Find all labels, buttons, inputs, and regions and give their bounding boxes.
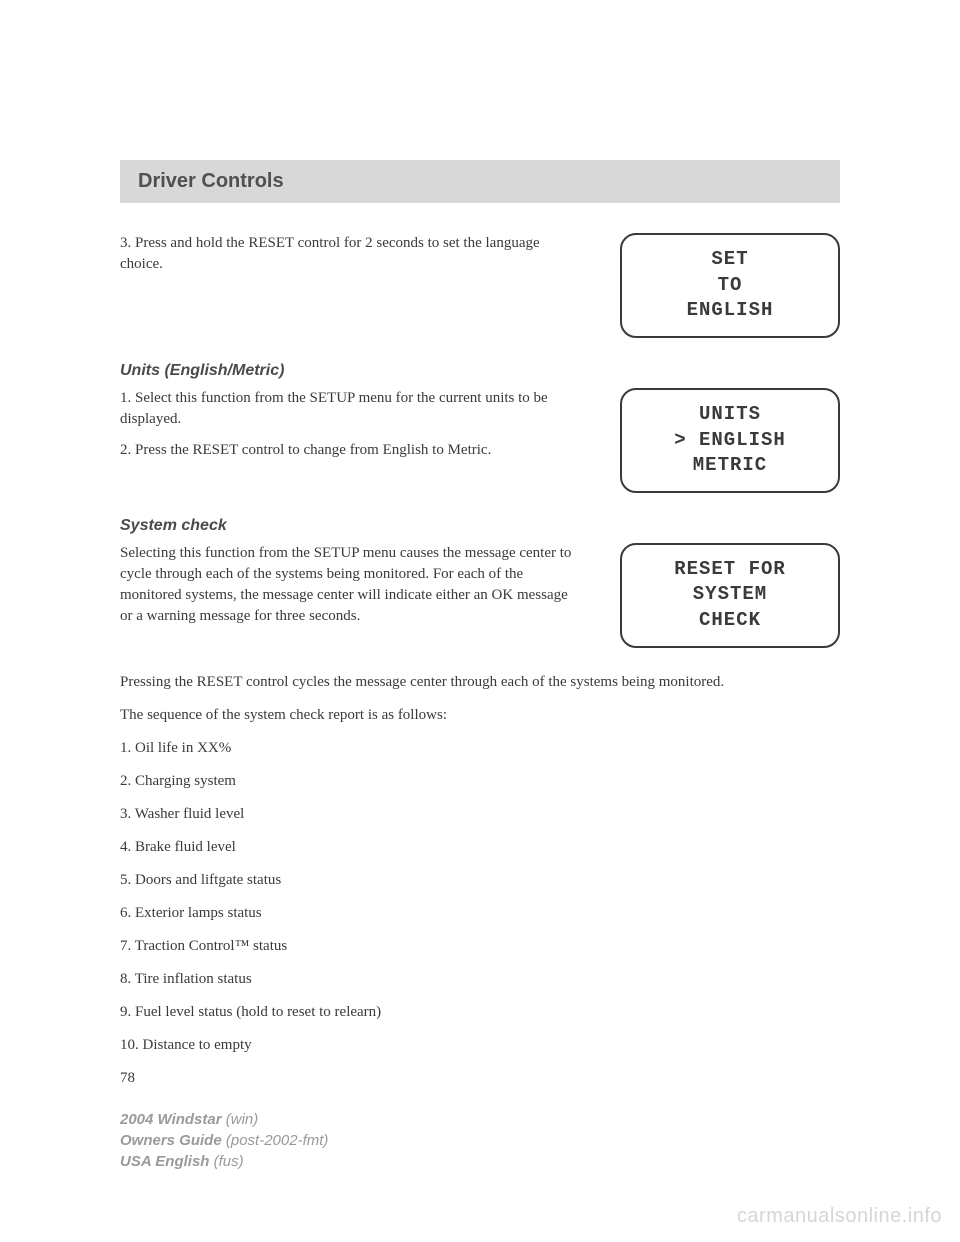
list-item: 4. Brake fluid level — [120, 837, 840, 858]
section3-p2: Pressing the RESET control cycles the me… — [120, 672, 840, 693]
footer-lang: USA English — [120, 1153, 209, 1170]
section-header-title: Driver Controls — [138, 170, 822, 193]
footer-model: 2004 Windstar — [120, 1111, 222, 1128]
display-line: UNITS — [628, 402, 832, 428]
footer-line3: USA English (fus) — [120, 1151, 328, 1172]
section1-text: 3. Press and hold the RESET control for … — [120, 233, 584, 338]
footer-line1: 2004 Windstar (win) — [120, 1109, 328, 1130]
section-header-bar: Driver Controls — [120, 160, 840, 203]
display-line: METRIC — [628, 453, 832, 479]
section3-p3: The sequence of the system check report … — [120, 705, 840, 726]
section2-display-col: UNITS > ENGLISH METRIC — [620, 388, 840, 493]
list-item: 1. Oil life in XX% — [120, 738, 840, 759]
section2-title: Units (English/Metric) — [120, 362, 840, 380]
page-content: Driver Controls 3. Press and hold the RE… — [0, 0, 960, 1087]
footer-code: (post-2002-fmt) — [222, 1132, 329, 1149]
list-item: 7. Traction Control™ status — [120, 936, 840, 957]
section3-display-col: RESET FOR SYSTEM CHECK — [620, 543, 840, 648]
display-line: SYSTEM — [628, 582, 832, 608]
section-set-language: 3. Press and hold the RESET control for … — [120, 233, 840, 338]
section-system-check: Selecting this function from the SETUP m… — [120, 543, 840, 648]
display-system-check: RESET FOR SYSTEM CHECK — [620, 543, 840, 648]
page-number: 78 — [120, 1070, 840, 1087]
footer-code: (fus) — [209, 1153, 243, 1170]
system-check-list: 1. Oil life in XX% 2. Charging system 3.… — [120, 738, 840, 1056]
section3-title: System check — [120, 517, 840, 535]
list-item: 2. Charging system — [120, 771, 840, 792]
display-line: CHECK — [628, 608, 832, 634]
section2-step1: 1. Select this function from the SETUP m… — [120, 388, 584, 430]
section1-display-col: SET TO ENGLISH — [620, 233, 840, 338]
list-item: 10. Distance to empty — [120, 1035, 840, 1056]
display-line: > ENGLISH — [628, 428, 832, 454]
section3-intro: Selecting this function from the SETUP m… — [120, 543, 584, 648]
footer-code: (win) — [222, 1111, 259, 1128]
display-units: UNITS > ENGLISH METRIC — [620, 388, 840, 493]
footer-guide: Owners Guide — [120, 1132, 222, 1149]
list-item: 8. Tire inflation status — [120, 969, 840, 990]
footer-block: 2004 Windstar (win) Owners Guide (post-2… — [120, 1109, 328, 1172]
section2-step2: 2. Press the RESET control to change fro… — [120, 440, 584, 461]
display-set-to-english: SET TO ENGLISH — [620, 233, 840, 338]
display-line: ENGLISH — [628, 298, 832, 324]
footer-line2: Owners Guide (post-2002-fmt) — [120, 1130, 328, 1151]
list-item: 3. Washer fluid level — [120, 804, 840, 825]
list-item: 6. Exterior lamps status — [120, 903, 840, 924]
display-line: RESET FOR — [628, 557, 832, 583]
display-line: SET — [628, 247, 832, 273]
watermark-text: carmanualsonline.info — [737, 1205, 942, 1228]
section-units: 1. Select this function from the SETUP m… — [120, 388, 840, 493]
list-item: 9. Fuel level status (hold to reset to r… — [120, 1002, 840, 1023]
display-line: TO — [628, 273, 832, 299]
list-item: 5. Doors and liftgate status — [120, 870, 840, 891]
section2-text: 1. Select this function from the SETUP m… — [120, 388, 584, 493]
section1-step: 3. Press and hold the RESET control for … — [120, 233, 584, 275]
